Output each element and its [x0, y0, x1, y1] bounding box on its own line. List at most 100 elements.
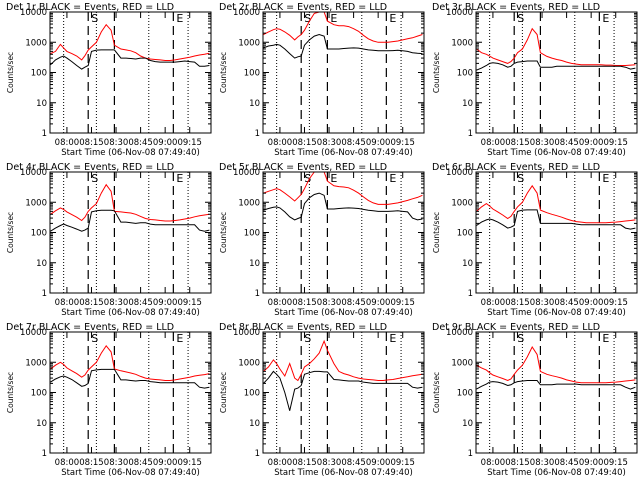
x-tick-label: 08:00 — [268, 458, 293, 468]
x-tick-label: 09:15 — [177, 458, 202, 468]
x-axis-label: Start Time (06-Nov-08 07:49:40) — [274, 148, 413, 158]
x-tick-label: 08:45 — [128, 458, 153, 468]
events-series-line — [476, 209, 636, 230]
marker-label: S — [517, 172, 524, 185]
y-tick-label: 10 — [249, 259, 260, 269]
x-tick-label: 09:15 — [177, 138, 202, 148]
x-tick-label: 09:15 — [390, 458, 415, 468]
x-tick-label: 08:45 — [341, 458, 366, 468]
plot-frame — [475, 331, 638, 454]
y-tick-label: 1 — [42, 449, 47, 459]
events-series-line — [50, 49, 210, 70]
y-tick-label: 10000 — [446, 168, 473, 178]
marker-label: E — [602, 332, 609, 345]
y-tick-label: 1 — [42, 129, 47, 139]
x-tick-label: 08:00 — [55, 458, 80, 468]
marker-label: S — [517, 12, 524, 25]
chart-title: Det 7r BLACK = Events, RED = LLD — [6, 322, 174, 333]
chart-title: Det 9r BLACK = Events, RED = LLD — [432, 322, 600, 333]
x-tick-label: 08:15 — [292, 458, 317, 468]
y-tick-label: 1000 — [238, 198, 260, 208]
y-tick-label: 100 — [31, 229, 47, 239]
lld-series-line — [50, 183, 210, 222]
x-axis-label: Start Time (06-Nov-08 07:49:40) — [61, 148, 200, 158]
y-tick-label: 10 — [462, 99, 473, 109]
y-tick-label: 1000 — [25, 358, 47, 368]
y-tick-label: 10000 — [446, 328, 473, 338]
marker-label: S — [91, 12, 98, 25]
marker-label: E — [176, 12, 183, 25]
y-tick-label: 100 — [244, 69, 260, 79]
x-tick-label: 08:15 — [79, 458, 104, 468]
marker-label: E — [389, 332, 396, 345]
y-axis-label: Counts/sec — [432, 372, 441, 413]
x-axis-label: Start Time (06-Nov-08 07:49:40) — [61, 468, 200, 478]
x-tick-label: 08:30 — [317, 458, 342, 468]
y-tick-label: 10 — [249, 99, 260, 109]
x-tick-label: 08:00 — [481, 298, 506, 308]
y-tick-label: 1 — [468, 129, 473, 139]
x-tick-label: 08:45 — [341, 138, 366, 148]
y-tick-label: 100 — [457, 69, 473, 79]
events-series-line — [263, 192, 423, 221]
x-tick-label: 09:15 — [390, 298, 415, 308]
y-tick-label: 10000 — [20, 328, 47, 338]
plot-frame — [49, 11, 212, 134]
plot-frame — [49, 171, 212, 294]
chart-title: Det 3r BLACK = Events, RED = LLD — [432, 2, 600, 13]
x-tick-label: 08:30 — [104, 458, 129, 468]
x-tick-label: 08:45 — [554, 298, 579, 308]
x-tick-label: 08:15 — [505, 458, 530, 468]
x-axis-label: Start Time (06-Nov-08 07:49:40) — [274, 308, 413, 318]
x-tick-label: 08:45 — [128, 298, 153, 308]
plot-frame — [262, 11, 425, 134]
x-tick-label: 09:15 — [603, 298, 628, 308]
y-tick-label: 1000 — [238, 358, 260, 368]
x-tick-label: 08:00 — [55, 298, 80, 308]
y-tick-label: 1 — [255, 289, 260, 299]
x-tick-label: 09:00 — [153, 298, 178, 308]
x-tick-label: 09:00 — [579, 458, 604, 468]
y-tick-label: 10000 — [446, 8, 473, 18]
plot-frame — [475, 11, 638, 134]
y-tick-label: 10 — [462, 259, 473, 269]
x-tick-label: 09:00 — [153, 458, 178, 468]
plot-frame — [475, 171, 638, 294]
events-series-line — [263, 370, 423, 411]
y-tick-label: 1 — [42, 289, 47, 299]
y-tick-label: 10 — [36, 99, 47, 109]
x-tick-label: 08:30 — [317, 138, 342, 148]
x-tick-label: 08:15 — [505, 298, 530, 308]
x-tick-label: 08:30 — [104, 138, 129, 148]
events-series-line — [50, 209, 210, 232]
y-tick-label: 1000 — [238, 38, 260, 48]
x-tick-label: 08:00 — [268, 138, 293, 148]
y-tick-label: 100 — [244, 389, 260, 399]
lld-series-line — [263, 172, 423, 205]
x-tick-label: 09:15 — [603, 138, 628, 148]
x-axis-label: Start Time (06-Nov-08 07:49:40) — [487, 148, 626, 158]
marker-label: E — [389, 12, 396, 25]
y-tick-label: 1 — [255, 129, 260, 139]
plot-frame — [262, 331, 425, 454]
chart-title: Det 6r BLACK = Events, RED = LLD — [432, 162, 600, 173]
x-tick-label: 08:00 — [55, 138, 80, 148]
y-axis-label: Counts/sec — [219, 52, 228, 93]
marker-label: S — [91, 172, 98, 185]
x-tick-label: 08:15 — [505, 138, 530, 148]
y-axis-label: Counts/sec — [219, 212, 228, 253]
y-axis-label: Counts/sec — [6, 372, 15, 413]
y-tick-label: 1 — [468, 449, 473, 459]
y-axis-label: Counts/sec — [6, 52, 15, 93]
events-series-line — [50, 368, 210, 389]
x-tick-label: 08:00 — [481, 458, 506, 468]
lld-series-line — [50, 23, 210, 61]
y-axis-label: Counts/sec — [432, 212, 441, 253]
